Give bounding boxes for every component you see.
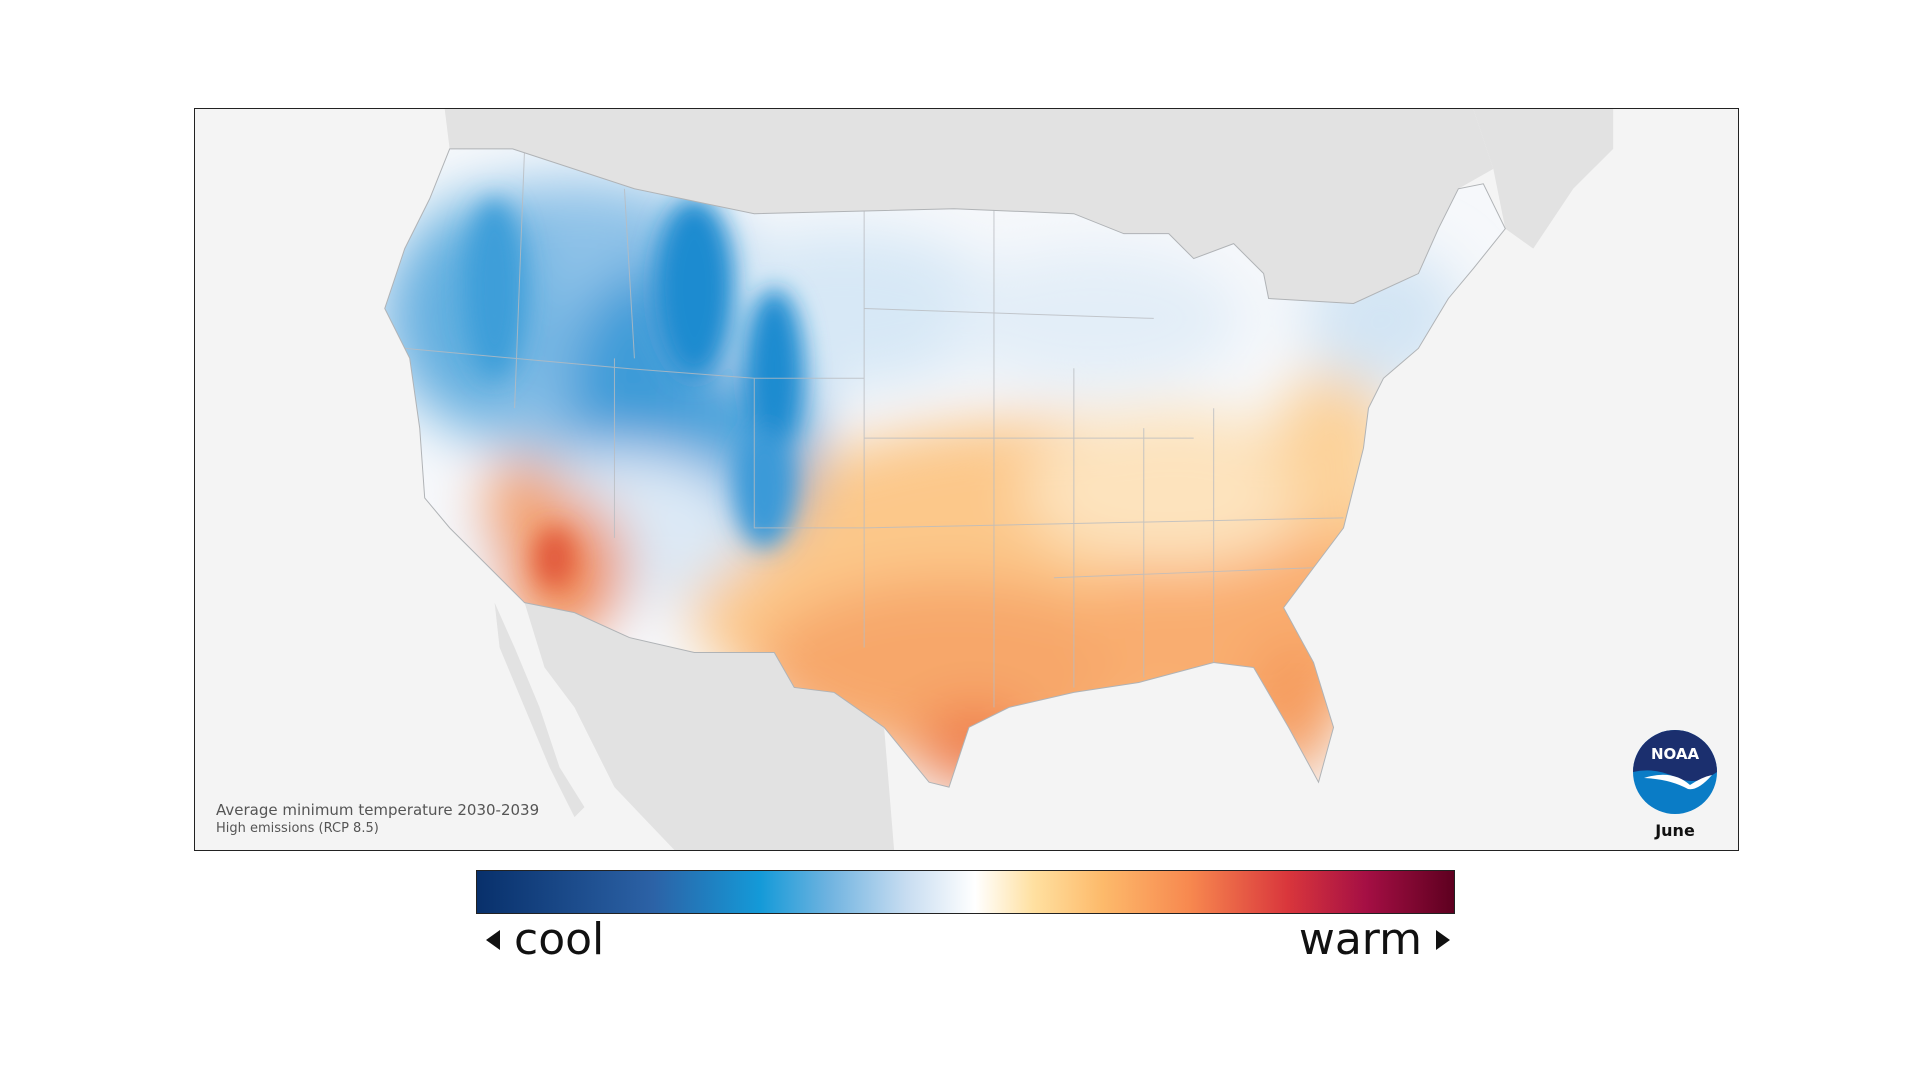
us-temperature-field <box>384 148 1506 788</box>
left-arrow-icon <box>486 930 500 950</box>
temperature-map <box>384 109 1614 850</box>
color-legend-bar <box>476 870 1455 914</box>
us-outline <box>384 148 1506 788</box>
logo-text: NOAA <box>1651 745 1700 763</box>
month-label: June <box>1655 821 1695 840</box>
noaa-logo-icon: NOAA <box>1633 730 1717 814</box>
state-boundaries <box>404 148 1344 708</box>
legend-cool-label: cool <box>514 914 605 965</box>
caption-title: Average minimum temperature 2030-2039 <box>216 801 540 819</box>
legend-cool: cool <box>486 910 604 970</box>
map-frame: Average minimum temperature 2030-2039 Hi… <box>194 108 1739 851</box>
map-caption: Average minimum temperature 2030-2039 Hi… <box>216 800 539 838</box>
background-land <box>444 109 1614 850</box>
right-arrow-icon <box>1436 930 1450 950</box>
caption-subtitle: High emissions (RCP 8.5) <box>216 821 379 836</box>
logo-block: NOAA June <box>1630 729 1720 840</box>
legend-warm: warm <box>1299 910 1450 970</box>
legend-warm-label: warm <box>1298 914 1422 965</box>
